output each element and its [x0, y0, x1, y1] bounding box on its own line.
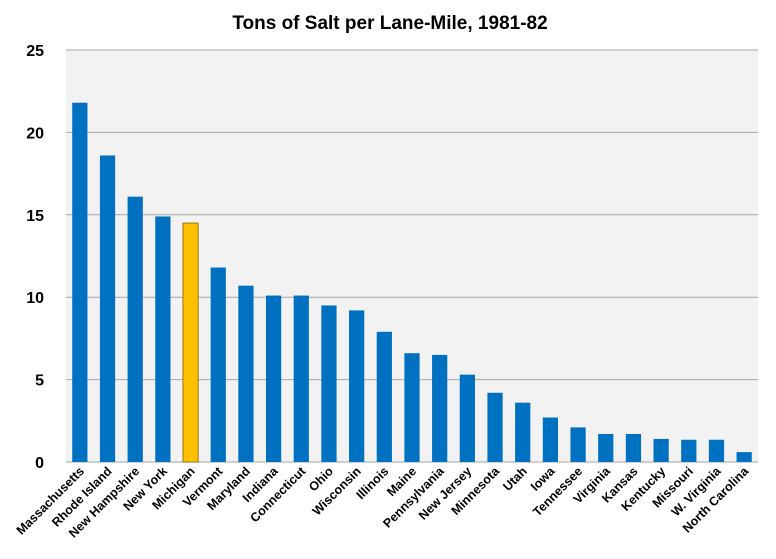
bar	[321, 305, 336, 462]
bar	[543, 418, 558, 462]
bar	[128, 197, 143, 462]
bar	[570, 427, 585, 462]
bar	[681, 440, 696, 462]
bar	[515, 403, 530, 462]
y-tick-label: 25	[26, 43, 44, 60]
bar	[432, 355, 447, 462]
bar	[211, 268, 226, 462]
bar	[349, 310, 364, 462]
bar	[709, 440, 724, 462]
x-tick-label: Utah	[500, 464, 530, 494]
bar	[155, 216, 170, 462]
bar-chart: Tons of Salt per Lane-Mile, 1981-82 0 5 10…	[0, 0, 776, 559]
y-tick-label: 5	[35, 373, 44, 390]
bar	[294, 296, 309, 462]
y-tick-label: 15	[26, 208, 44, 225]
bar	[460, 375, 475, 462]
bar	[377, 332, 392, 462]
y-tick-label: 10	[26, 290, 44, 307]
bar	[183, 223, 198, 462]
bar	[72, 103, 87, 462]
bar	[266, 296, 281, 462]
chart-title: Tons of Salt per Lane-Mile, 1981-82	[232, 13, 547, 34]
bar	[100, 155, 115, 462]
bar	[404, 353, 419, 462]
y-tick-label: 0	[35, 455, 44, 472]
y-tick-label: 20	[26, 125, 44, 142]
bar	[654, 439, 669, 462]
bar	[487, 393, 502, 462]
bar	[598, 434, 613, 462]
bar	[626, 434, 641, 462]
y-axis-ticks: 0 5 10 15 20 25	[26, 43, 44, 472]
bar	[238, 286, 253, 462]
bar	[737, 452, 752, 462]
